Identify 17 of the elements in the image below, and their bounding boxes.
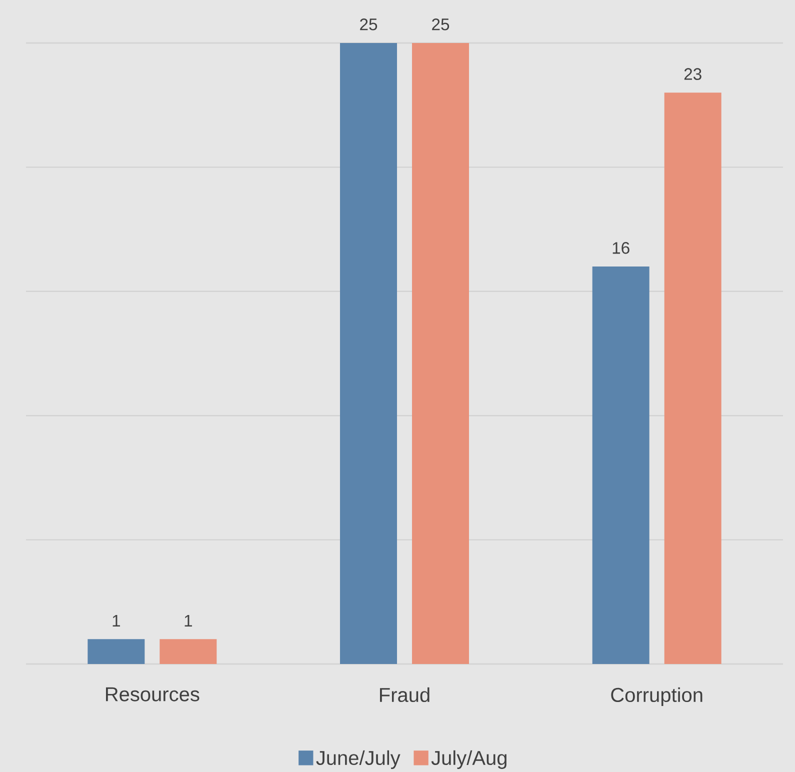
legend-label: June/July — [316, 750, 400, 769]
data-label: 23 — [684, 68, 702, 80]
data-label: 25 — [432, 18, 450, 30]
x-tick-label: Corruption — [611, 687, 702, 706]
legend-label: July/Aug — [431, 750, 506, 769]
bar — [412, 43, 470, 664]
data-label: 1 — [112, 614, 120, 626]
data-label: 16 — [612, 242, 630, 254]
data-label: 25 — [360, 18, 378, 30]
bar — [592, 266, 650, 664]
bar — [88, 639, 145, 664]
data-label: 1 — [184, 614, 192, 626]
bar — [664, 92, 722, 664]
x-tick-label: Fraud — [380, 687, 430, 702]
bar — [340, 43, 398, 664]
bar — [160, 639, 217, 664]
x-tick-label: Resources — [106, 687, 200, 702]
